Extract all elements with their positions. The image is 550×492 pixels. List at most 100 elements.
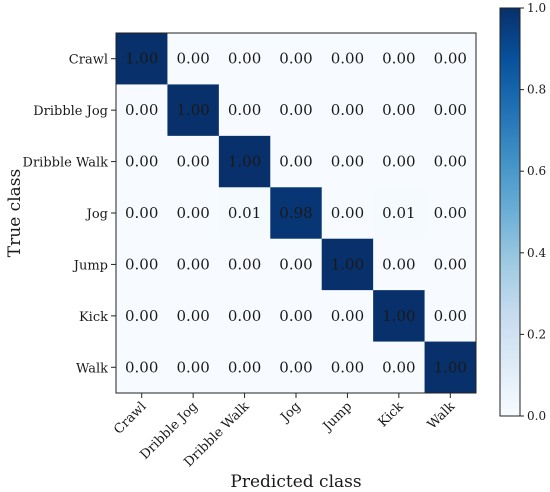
heatmap-cell (373, 187, 426, 240)
heatmap-cell (116, 33, 168, 85)
heatmap-cell (270, 238, 323, 291)
heatmap-cell (270, 135, 323, 188)
colorbar-tick-label: 0.8 (527, 83, 546, 97)
cell-value-label: 0.00 (176, 255, 209, 273)
cell-value-label: 0.00 (228, 50, 261, 68)
heatmap-cell (116, 341, 168, 394)
heatmap-cell (218, 33, 271, 85)
heatmap-cell (424, 187, 477, 240)
colorbar-tick-label: 0.4 (527, 246, 546, 260)
cell-value-label: 0.00 (382, 153, 415, 171)
cell-value-label: 0.00 (331, 153, 364, 171)
heatmap-cell (167, 187, 220, 240)
heatmap-cell (321, 341, 374, 394)
x-tick-label: Crawl (111, 399, 149, 437)
y-tick-label: Kick (79, 310, 108, 325)
cell-value-label: 1.00 (125, 50, 158, 68)
plot-frame (115, 32, 477, 394)
colorbar-tick-label: 0.6 (527, 164, 546, 178)
cell-value-label: 0.00 (176, 153, 209, 171)
cell-value-label: 0.00 (125, 204, 158, 222)
heatmap-cell (424, 135, 477, 188)
heatmap-cell (270, 33, 323, 85)
heatmap-cell (373, 341, 426, 394)
cell-value-label: 0.98 (279, 204, 312, 222)
cell-value-label: 0.00 (125, 307, 158, 325)
cell-value-label: 0.00 (434, 255, 467, 273)
heatmap-cell (270, 341, 323, 394)
heatmap-cell (167, 33, 220, 85)
heatmap-cell (218, 238, 271, 291)
cell-value-label: 0.00 (434, 101, 467, 119)
heatmap-cell (218, 187, 271, 240)
cell-value-label: 0.01 (228, 204, 261, 222)
x-tick-label: Jump (319, 399, 355, 435)
cell-value-label: 0.00 (176, 204, 209, 222)
cell-value-label: 0.00 (176, 358, 209, 376)
x-axis-title: Predicted class (230, 472, 361, 492)
cell-value-label: 0.00 (279, 153, 312, 171)
heatmap-cell (167, 135, 220, 188)
x-tick-label: Kick (376, 399, 407, 430)
heatmap-cell (167, 84, 220, 137)
heatmap-cell (270, 84, 323, 137)
heatmap-cell (373, 135, 426, 188)
cell-value-label: 0.00 (382, 358, 415, 376)
heatmap-cell (116, 84, 168, 137)
cell-value-label: 0.00 (125, 153, 158, 171)
cell-value-label: 1.00 (434, 358, 467, 376)
heatmap-cell (167, 341, 220, 394)
heatmap-cell (321, 84, 374, 137)
cell-value-label: 1.00 (176, 101, 209, 119)
cell-value-label: 0.00 (382, 255, 415, 273)
heatmap-cell (218, 84, 271, 137)
cell-value-label: 0.00 (228, 255, 261, 273)
cell-value-label: 0.00 (434, 50, 467, 68)
cell-value-label: 0.00 (434, 307, 467, 325)
heatmap-cell (424, 341, 477, 394)
heatmap-cell (321, 187, 374, 240)
cell-value-label: 0.00 (434, 204, 467, 222)
cell-value-label: 0.00 (125, 358, 158, 376)
heatmap-cell (116, 135, 168, 188)
heatmap-cell (424, 290, 477, 343)
colorbar-tick-label: 1.0 (527, 1, 546, 15)
cell-value-label: 0.00 (331, 358, 364, 376)
heatmap-cell (424, 33, 477, 85)
y-tick-label: Dribble Jog (33, 104, 108, 119)
y-tick-label: Jump (72, 258, 108, 273)
cell-value-label: 0.00 (331, 307, 364, 325)
colorbar-ticks: 0.0 0.2 0.4 0.6 0.8 1.0 (520, 1, 546, 423)
cell-value-label: 1.00 (382, 307, 415, 325)
heatmap-cell (116, 238, 168, 291)
cell-value-label: 0.00 (279, 101, 312, 119)
cell-value-label: 0.00 (279, 255, 312, 273)
heatmap-cell (218, 135, 271, 188)
cell-value-label: 0.00 (279, 358, 312, 376)
cell-value-label: 0.00 (331, 101, 364, 119)
cell-value-label: 0.00 (382, 101, 415, 119)
y-tick-label: Dribble Walk (23, 156, 109, 171)
cell-value-label: 0.00 (125, 255, 158, 273)
heatmap-cell (373, 238, 426, 291)
cell-value-label: 0.00 (228, 101, 261, 119)
colorbar-tick-label: 0.0 (527, 409, 546, 423)
heatmap-grid: 1.00 0.00 0.00 0.00 0.00 0.00 0.00 0.00 1.00 0.00… (116, 33, 477, 394)
heatmap-cell (116, 290, 168, 343)
heatmap-cell (424, 238, 477, 291)
y-axis-title: True class (5, 169, 25, 257)
cell-value-label: 1.00 (331, 255, 364, 273)
heatmap-cell (373, 33, 426, 85)
cell-value-label: 0.00 (228, 358, 261, 376)
heatmap-cell (218, 341, 271, 394)
heatmap-cell (167, 238, 220, 291)
cell-value-label: 0.00 (125, 101, 158, 119)
colorbar (499, 7, 521, 417)
heatmap-cell (218, 290, 271, 343)
cell-value-label: 0.00 (382, 50, 415, 68)
heatmap-cell (321, 290, 374, 343)
y-tick-label: Jog (85, 207, 108, 222)
heatmap-cell (321, 238, 374, 291)
